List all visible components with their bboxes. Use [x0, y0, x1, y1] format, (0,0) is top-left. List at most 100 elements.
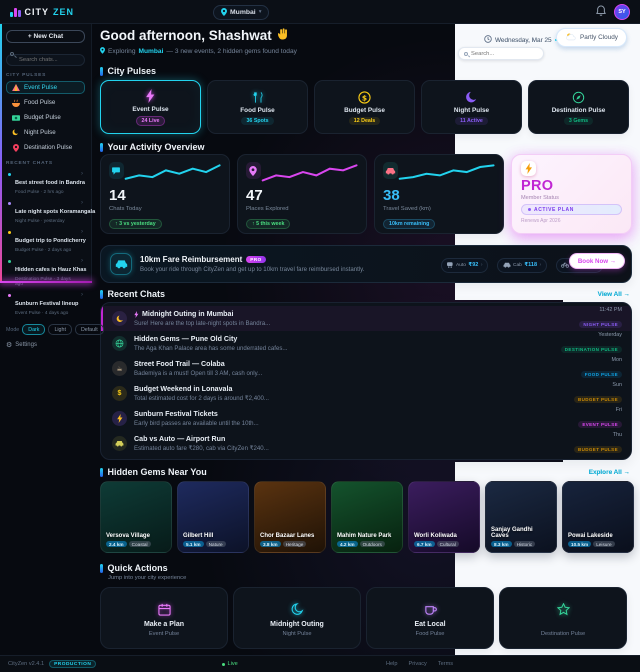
chat-row[interactable]: Midnight Outing in Mumbai Sure! Here are… — [101, 306, 631, 331]
mode-dark-button[interactable]: Dark — [22, 324, 46, 335]
search-input[interactable] — [6, 54, 85, 66]
wave-icon — [277, 28, 289, 43]
footer-links: Help Privacy Terms — [386, 661, 453, 667]
chat-preview: Early bird passes are available until th… — [134, 419, 259, 427]
sidebar-item-budget-pulse[interactable]: Budget Pulse — [6, 111, 85, 124]
view-all-link[interactable]: View All → — [597, 291, 630, 298]
pulse-card-night[interactable]: Night Pulse 11 Active — [421, 80, 522, 134]
quick-action-eat-local[interactable]: Eat Local Food Pulse — [366, 587, 494, 649]
new-chat-button[interactable]: + New Chat — [6, 30, 85, 43]
pulse-tag: NIGHT PULSE — [579, 320, 622, 328]
chat-bubble-icon — [109, 162, 124, 179]
chat-title: Cab vs Auto — Airport Run — [134, 435, 226, 444]
moon-icon — [465, 90, 478, 105]
section-city-pulses: City Pulses — [100, 66, 156, 76]
gem-name: Powai Lakeside — [568, 533, 613, 539]
env-badge: PRODUCTION — [49, 660, 97, 668]
quick-subtitle: Jump into your city experience — [108, 575, 187, 581]
section-title: Quick Actions — [107, 563, 168, 573]
chat-row[interactable]: Hidden Gems — Pune Old City The Aga Khan… — [101, 331, 631, 356]
settings-item[interactable]: ⚙ Settings — [6, 341, 85, 349]
chevron-right-icon: › — [81, 292, 83, 298]
sidebar-item-event-pulse[interactable]: Event Pulse — [6, 81, 85, 94]
sidebar-item-label: Food Pulse — [24, 99, 56, 106]
view-all-link[interactable]: View All → — [597, 291, 630, 298]
chat-row[interactable]: $ Budget Weekend in Lonavala Total estim… — [101, 381, 631, 406]
pulse-card-destination[interactable]: Destination Pulse 3 Gems — [528, 80, 629, 134]
bell-icon[interactable] — [596, 3, 606, 21]
stat-value: 47 — [246, 186, 263, 204]
mode-label: Mode — [6, 326, 20, 333]
map-pin-icon — [100, 47, 105, 56]
chat-row[interactable]: Cab vs Auto — Airport Run Estimated auto… — [101, 431, 631, 456]
chat-preview: Sure! Here are the top late-night spots … — [134, 319, 271, 327]
sidebar-item-food-pulse[interactable]: Food Pulse — [6, 96, 85, 109]
fare-chip-auto[interactable]: Auto₹92› — [441, 257, 488, 273]
stat-badge: 10km remaining — [383, 218, 436, 229]
pulse-badge: 36 Spots — [241, 116, 274, 125]
page-subtitle: Exploring Mumbai — 3 new events, 2 hidde… — [100, 47, 297, 56]
header-search-input[interactable] — [471, 50, 541, 57]
search-icon — [464, 51, 468, 56]
mode-default-button[interactable]: Default — [74, 324, 104, 335]
stat-badge: ↑ 3 vs yesterday — [109, 218, 162, 229]
map-pin-icon — [11, 143, 20, 152]
sidebar-chat-item[interactable]: Sunburn Festival lineup Event Pulse · 4 d… — [6, 290, 85, 318]
sidebar-chat-item[interactable]: Best street food in Bandra Food Pulse · 2… — [6, 169, 85, 197]
terms-link[interactable]: Terms — [437, 661, 454, 667]
quick-action-make-a-plan[interactable]: Make a Plan Event Pulse — [100, 587, 228, 649]
bowl-icon — [11, 99, 20, 107]
quick-action-midnight-outing[interactable]: Midnight Outing Night Pulse — [233, 587, 361, 649]
banner-title: 10km Fare Reimbursement — [140, 255, 243, 265]
avatar[interactable]: SY — [614, 3, 630, 20]
city-pulses-label: CITY PULSES — [6, 73, 47, 78]
weather-chip: Partly Cloudy — [556, 28, 628, 47]
chat-row[interactable]: Sunburn Festival Tickets Early bird pass… — [101, 406, 631, 431]
accent-strip — [0, 24, 2, 281]
sidebar-item-label: Night Pulse — [24, 129, 56, 136]
sidebar-glow-divider — [0, 281, 92, 283]
chevron-right-icon: › — [81, 171, 83, 177]
sidebar-chat-item[interactable]: Late night spots Koramangala Night Pulse … — [6, 198, 95, 226]
help-link[interactable]: Help — [386, 661, 398, 667]
privacy-link[interactable]: Privacy — [408, 661, 427, 667]
fare-chip-cab[interactable]: Cab₹118› — [497, 257, 547, 273]
gem-name: Worli Koliwada — [414, 533, 457, 539]
quick-action-destination[interactable]: Destination Pulse — [499, 587, 627, 649]
stat-value: 38 — [383, 186, 400, 204]
pulse-card-event[interactable]: Event Pulse 24 Live — [100, 80, 201, 134]
weather-text: Partly Cloudy — [580, 34, 619, 41]
pulse-card-budget[interactable]: $ Budget Pulse 12 Deals — [314, 80, 415, 134]
chat-row[interactable]: ☕ Street Food Trail — Colaba Bademiya is… — [101, 356, 631, 381]
chevron-right-icon: › — [81, 200, 83, 206]
sidebar-chat-item[interactable]: Hidden cafes in Hauz Khas Destination Pul… — [6, 256, 87, 289]
explore-all-link[interactable]: Explore All → — [588, 469, 630, 476]
location-selector[interactable]: Mumbai ▾ — [213, 4, 270, 20]
chat-preview: Total estimated cost for 2 days is aroun… — [134, 394, 269, 402]
sparkline — [124, 164, 221, 180]
bolt-icon — [521, 161, 536, 176]
city-link[interactable]: Mumbai — [138, 48, 164, 55]
sidebar-chat-item[interactable]: Budget trip to Pondicherry Budget Pulse ·… — [6, 227, 86, 255]
cab-icon — [503, 262, 510, 268]
book-now-button[interactable]: Book Now → — [568, 253, 625, 269]
pulse-name: Destination Pulse — [551, 107, 606, 114]
pulse-card-food[interactable]: Food Pulse 36 Spots — [207, 80, 308, 134]
sidebar-item-night-pulse[interactable]: Night Pulse — [6, 126, 85, 139]
chat-title: Best street food in Bandra — [15, 180, 85, 186]
mode-light-button[interactable]: Light — [48, 324, 72, 335]
section-hidden-gems: Hidden Gems Near You — [100, 467, 207, 477]
moon-icon — [112, 311, 127, 326]
explore-all-link[interactable]: Explore All → — [588, 469, 630, 476]
pulse-name: Food Pulse — [240, 107, 275, 114]
sidebar-item-destination-pulse[interactable]: Destination Pulse — [6, 141, 85, 154]
pulse-dot-icon — [8, 260, 11, 263]
